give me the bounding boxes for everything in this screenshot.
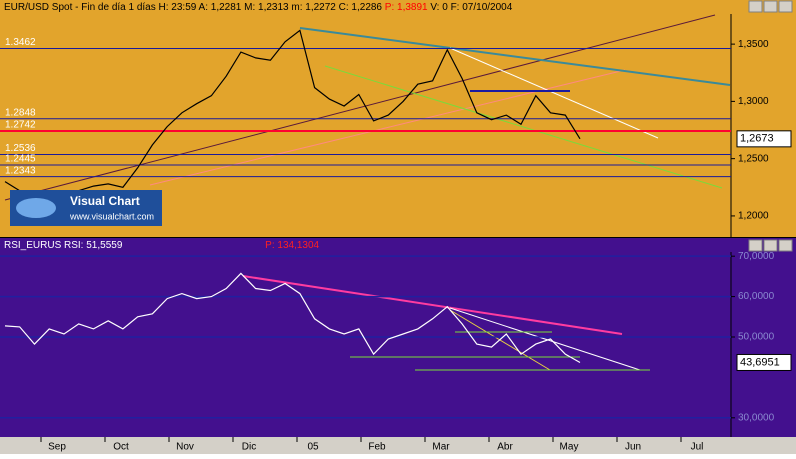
x-tick-label: Feb	[368, 442, 386, 453]
current-value-label: 1,2673	[740, 133, 774, 145]
rsi-p: P: 134,1304	[265, 240, 319, 251]
close-button[interactable]	[778, 0, 793, 13]
trend-line	[449, 307, 641, 371]
current-value-box	[736, 130, 792, 148]
data-line	[4, 29, 581, 201]
logo: Visual Chart www.visualchart.com	[10, 190, 162, 226]
x-tick-label: Jun	[625, 442, 641, 453]
y-tick-label: 1,2000	[738, 211, 769, 222]
rsi-info: RSI_EURUS RSI: 51,5559	[4, 240, 123, 251]
x-tick-label: Sep	[48, 442, 66, 453]
level-label: 1.2848	[5, 107, 36, 118]
x-tick-label: May	[560, 442, 579, 453]
level-label: 1.3462	[5, 37, 36, 48]
x-tick-label: Dic	[242, 442, 256, 453]
x-tick-label: Mar	[432, 442, 450, 453]
y-tick-label: 1,2500	[738, 153, 769, 164]
restore-button[interactable]	[763, 0, 778, 13]
minimize-button[interactable]	[748, 239, 763, 252]
level-label: 1.2343	[5, 165, 36, 176]
minimize-button[interactable]	[748, 0, 763, 13]
header-p: P: 1,3891	[385, 2, 428, 13]
y-tick-label: 30,0000	[738, 412, 775, 423]
level-label: 1.2445	[5, 154, 36, 165]
trend-line	[4, 14, 716, 201]
marks: 1,3500 1,3000 1,2500 1,2000 1.3462 1.2848 1.27…	[0, 29, 792, 423]
x-tick-label: Nov	[176, 442, 194, 453]
y-tick-label: 70,0000	[738, 251, 775, 262]
logo-title: Visual Chart	[70, 194, 140, 208]
y-tick-label: 60,0000	[738, 291, 775, 302]
trend-line	[242, 275, 623, 335]
x-tick-label: 05	[307, 442, 319, 453]
level-label: 1.2536	[5, 143, 36, 154]
y-tick-label: 50,0000	[738, 332, 775, 343]
logo-icon	[16, 198, 56, 218]
current-value-label: 43,6951	[740, 356, 780, 368]
current-value-box	[736, 353, 792, 371]
close-button[interactable]	[778, 239, 793, 252]
restore-button[interactable]	[763, 239, 778, 252]
window-buttons	[748, 0, 793, 252]
logo-url: www.visualchart.com	[69, 211, 154, 221]
data-line	[4, 272, 581, 364]
rsi-header: RSI_EURUS RSI: 51,5559 P: 134,1304	[4, 240, 320, 251]
date-axis	[0, 437, 796, 454]
y-tick-label: 1,3500	[738, 39, 769, 50]
trend-line	[449, 47, 659, 139]
level-label: 1.2742	[5, 120, 36, 131]
header-info: EUR/USD Spot - Fin de día 1 días H: 23:5…	[4, 2, 382, 13]
header-bar	[0, 0, 796, 14]
header-text: EUR/USD Spot - Fin de día 1 días H: 23:5…	[4, 2, 513, 13]
trend-line	[324, 65, 723, 189]
trend-line	[299, 27, 731, 86]
x-tick-label: Jul	[691, 442, 704, 453]
x-tick-label: Abr	[497, 442, 513, 453]
y-tick-label: 1,3000	[738, 96, 769, 107]
x-tick-label: Oct	[113, 442, 129, 453]
header-tail: V: 0 F: 07/10/2004	[430, 2, 512, 13]
